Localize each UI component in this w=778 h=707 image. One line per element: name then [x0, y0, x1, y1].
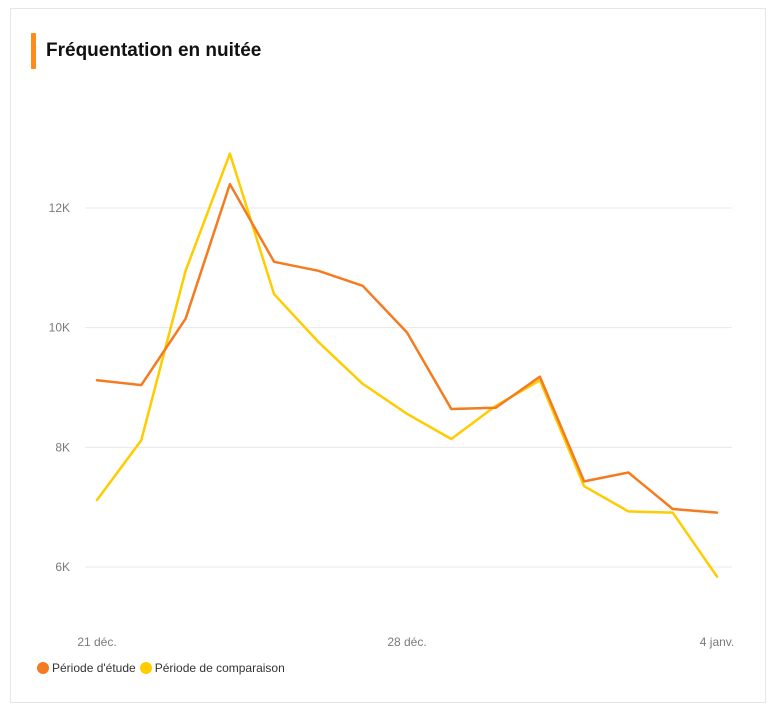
y-axis-ticks: 6K 8K 10K 12K [49, 201, 70, 574]
series-lines [95, 152, 719, 578]
legend: Période d'étude Période de comparaison [37, 661, 289, 675]
series-line-comparison[interactable] [95, 152, 719, 578]
y-tick-label: 10K [49, 321, 70, 335]
y-tick-label: 12K [49, 201, 70, 215]
legend-item-study[interactable]: Période d'étude [37, 661, 136, 675]
x-tick-label: 4 janv. [700, 635, 734, 649]
y-tick-label: 6K [55, 560, 70, 574]
legend-label-study: Période d'étude [52, 661, 136, 675]
chart-title: Fréquentation en nuitée [46, 40, 262, 61]
legend-marker-study [37, 662, 49, 674]
legend-marker-comparison [139, 662, 152, 674]
legend-item-comparison[interactable]: Période de comparaison [139, 661, 285, 675]
legend-label-comparison: Période de comparaison [154, 661, 285, 675]
y-tick-label: 8K [55, 440, 70, 454]
chart-header: Fréquentation en nuitée [31, 33, 261, 69]
series-line-study[interactable] [95, 182, 719, 514]
title-accent-bar [31, 33, 36, 69]
x-tick-label: 28 déc. [387, 635, 426, 649]
chart-card: Fréquentation en nuitée [10, 8, 766, 703]
x-axis-ticks: 21 déc. 28 déc. 4 janv. [77, 635, 734, 649]
x-tick-label: 21 déc. [77, 635, 116, 649]
gridlines [85, 207, 732, 568]
